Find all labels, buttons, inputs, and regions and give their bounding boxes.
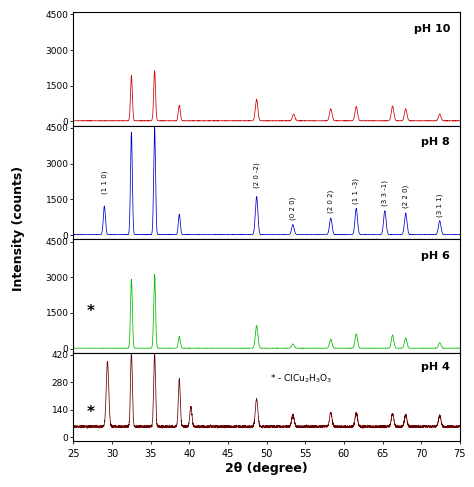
Text: Intensity (counts): Intensity (counts) [12,167,25,291]
Text: pH 4: pH 4 [421,362,450,372]
Text: *: * [86,405,94,420]
Text: pH 10: pH 10 [414,23,450,34]
Text: (1 1 -3): (1 1 -3) [353,178,359,204]
Text: (-1 1 1): (-1 1 1) [128,97,135,123]
Text: (3 3 -1): (3 3 -1) [382,180,388,206]
Text: (0 2 0): (0 2 0) [290,196,296,220]
Text: (2 0 2): (2 0 2) [328,190,334,213]
Text: pH 6: pH 6 [421,251,450,261]
Text: * - ClCu$_2$H$_3$O$_3$: * - ClCu$_2$H$_3$O$_3$ [271,373,333,385]
X-axis label: 2θ (degree): 2θ (degree) [225,462,308,475]
Text: (1 1 1): (1 1 1) [151,98,158,122]
Text: (3 1 1): (3 1 1) [437,194,443,217]
Text: (2 0 -2): (2 0 -2) [253,162,260,188]
Text: (1 1 0): (1 1 0) [101,170,108,194]
Text: pH 8: pH 8 [421,137,450,147]
Text: (2 2 0): (2 2 0) [402,185,409,208]
Text: *: * [86,304,94,319]
